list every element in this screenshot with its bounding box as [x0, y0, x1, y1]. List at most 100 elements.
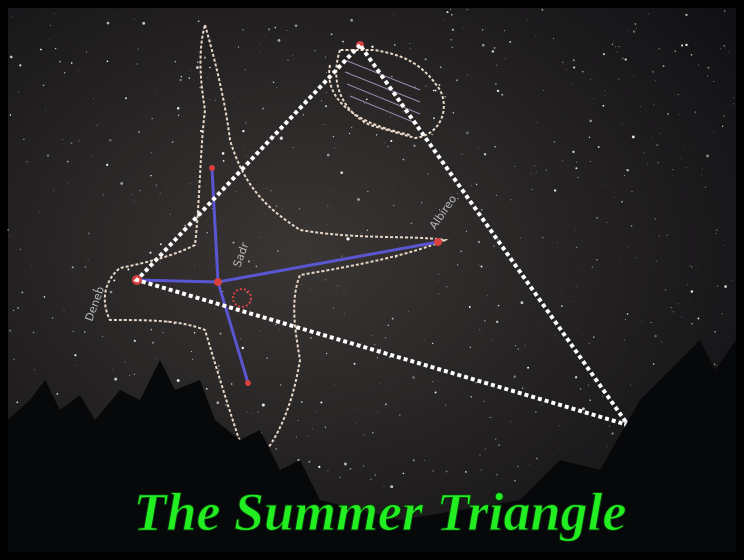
star	[328, 470, 329, 471]
star	[344, 290, 345, 291]
star	[685, 44, 687, 46]
star	[724, 285, 727, 288]
star	[114, 16, 115, 17]
star	[53, 190, 54, 191]
star	[654, 105, 655, 106]
star	[513, 375, 516, 378]
star	[178, 115, 179, 116]
star	[354, 363, 356, 365]
star	[724, 10, 725, 11]
star	[231, 383, 233, 385]
star	[492, 50, 495, 53]
star	[534, 165, 535, 166]
star	[432, 343, 433, 344]
star	[630, 385, 631, 386]
star	[54, 13, 55, 14]
star	[490, 417, 491, 418]
star	[458, 198, 459, 199]
star	[482, 29, 483, 30]
star	[205, 73, 206, 74]
star	[274, 136, 275, 137]
star	[636, 28, 637, 29]
star	[470, 396, 472, 398]
star	[495, 84, 496, 85]
star	[728, 52, 729, 53]
star	[593, 336, 594, 337]
star	[372, 432, 373, 433]
star	[217, 401, 220, 404]
star	[293, 147, 294, 148]
star	[517, 466, 518, 467]
star	[387, 146, 389, 148]
star	[438, 293, 439, 294]
star	[433, 117, 435, 119]
star	[278, 39, 281, 42]
star	[695, 44, 696, 45]
star	[301, 284, 302, 285]
star	[457, 193, 458, 194]
star	[589, 399, 591, 401]
star	[124, 361, 125, 362]
star	[546, 170, 547, 171]
star	[673, 169, 674, 170]
star	[702, 168, 703, 169]
star	[421, 202, 422, 203]
star	[562, 293, 563, 294]
star	[349, 133, 350, 134]
star	[403, 159, 405, 161]
star	[413, 145, 415, 147]
star	[652, 137, 653, 138]
star	[127, 268, 129, 270]
star	[592, 266, 593, 267]
star	[633, 30, 636, 33]
star	[312, 429, 313, 430]
star	[177, 379, 180, 382]
star	[663, 65, 665, 67]
star	[322, 124, 323, 125]
star	[295, 24, 297, 26]
star	[357, 409, 358, 410]
star	[558, 425, 559, 426]
star	[211, 40, 212, 41]
star	[296, 437, 297, 438]
star	[262, 403, 265, 406]
star	[240, 339, 241, 340]
star	[678, 303, 679, 304]
star	[324, 124, 325, 125]
star	[440, 66, 442, 68]
star	[120, 182, 123, 185]
star	[134, 19, 135, 20]
star	[394, 14, 395, 15]
star	[467, 75, 468, 76]
star	[278, 229, 279, 230]
star	[672, 176, 673, 177]
star	[481, 469, 482, 470]
star	[136, 63, 137, 64]
star	[691, 266, 692, 267]
star	[364, 103, 365, 104]
star	[573, 59, 575, 61]
star	[716, 229, 718, 231]
star	[374, 344, 375, 345]
star	[225, 404, 227, 406]
star	[658, 162, 659, 163]
star	[361, 233, 362, 234]
star	[45, 110, 46, 111]
star	[565, 116, 566, 117]
star	[377, 411, 378, 412]
star	[561, 305, 563, 307]
star	[470, 347, 471, 348]
star	[75, 365, 76, 366]
star	[44, 296, 46, 298]
star	[605, 178, 606, 179]
star	[554, 189, 556, 191]
star	[262, 107, 264, 109]
star	[47, 154, 50, 157]
star	[469, 306, 471, 308]
star	[204, 57, 206, 59]
star	[698, 65, 699, 66]
star	[142, 22, 145, 25]
star	[691, 54, 693, 56]
star	[156, 184, 158, 186]
star	[394, 188, 395, 189]
